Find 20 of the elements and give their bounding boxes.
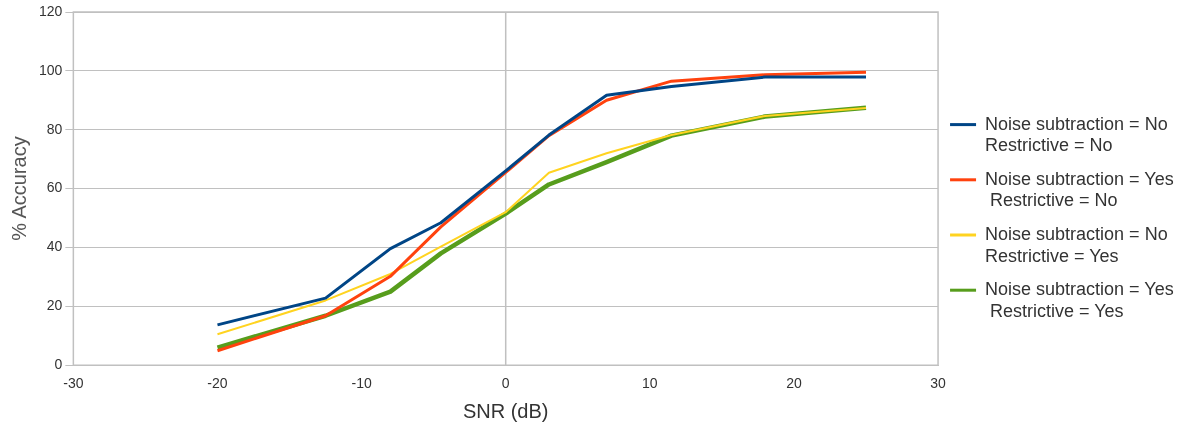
x-tick-label: 0 <box>501 375 510 392</box>
legend-label: Noise subtraction = Yes Restrictive = No <box>985 168 1174 211</box>
x-tick-label: 10 <box>642 375 658 392</box>
x-tick-label: -30 <box>63 375 84 392</box>
y-tick-label: 40 <box>46 238 63 255</box>
y-tick-label: 20 <box>46 297 63 314</box>
y-tick-label: 120 <box>39 2 63 19</box>
legend-label: Noise subtraction = No Restrictive = Yes <box>985 223 1168 266</box>
y-tick-label: 100 <box>39 61 63 78</box>
legend-label: Noise subtraction = Yes Restrictive = Yes <box>985 279 1174 321</box>
y-tick-label: 80 <box>46 120 63 137</box>
x-tick-label: -20 <box>207 375 228 392</box>
legend-label: Noise subtraction = No Restrictive = No <box>985 113 1168 156</box>
y-axis-title: % Accuracy <box>7 136 30 241</box>
x-tick-label: 20 <box>786 375 802 392</box>
x-tick-label: 30 <box>930 375 947 392</box>
x-tick-label: -10 <box>351 375 372 392</box>
y-tick-label: 0 <box>54 356 63 373</box>
y-tick-label: 60 <box>46 179 63 196</box>
x-axis-title: SNR (dB) <box>462 399 549 422</box>
